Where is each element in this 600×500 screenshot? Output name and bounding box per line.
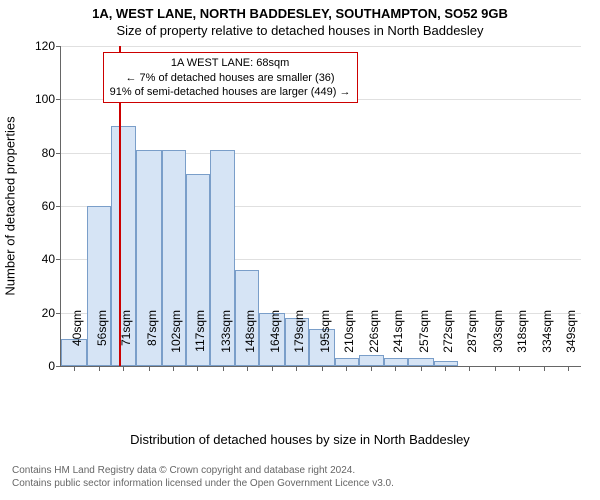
x-tick-label: 71sqm [119,310,133,370]
x-axis-label: Distribution of detached houses by size … [0,432,600,447]
y-tick-label: 80 [42,146,61,160]
y-axis-label: Number of detached properties [3,116,18,295]
x-tick-label: 117sqm [193,310,207,370]
y-tick-label: 120 [35,39,61,53]
x-tick-label: 179sqm [292,310,306,370]
title-sub: Size of property relative to detached ho… [0,21,600,38]
x-tick-label: 241sqm [391,310,405,370]
x-tick-label: 349sqm [564,310,578,370]
title-main: 1A, WEST LANE, NORTH BADDESLEY, SOUTHAMP… [0,0,600,21]
x-tick-label: 257sqm [417,310,431,370]
copyright-text: Contains HM Land Registry data © Crown c… [12,465,394,490]
x-tick-label: 318sqm [515,310,529,370]
x-tick-label: 87sqm [145,310,159,370]
x-tick-label: 164sqm [268,310,282,370]
x-tick-label: 287sqm [465,310,479,370]
x-tick-label: 272sqm [441,310,455,370]
x-tick-label: 102sqm [169,310,183,370]
x-tick-label: 210sqm [342,310,356,370]
x-tick-label: 40sqm [70,310,84,370]
y-tick-label: 100 [35,92,61,106]
y-tick-label: 20 [42,306,61,320]
chart-container: 1A, WEST LANE, NORTH BADDESLEY, SOUTHAMP… [0,0,600,500]
y-tick-label: 0 [48,359,61,373]
x-tick-label: 303sqm [491,310,505,370]
annotation-line: 1A WEST LANE: 68sqm [110,56,351,70]
x-tick-label: 148sqm [243,310,257,370]
y-tick-label: 60 [42,199,61,213]
x-tick-label: 133sqm [219,310,233,370]
y-tick-label: 40 [42,252,61,266]
annotation-line: ← 7% of detached houses are smaller (36) [110,71,351,85]
grid-line [61,46,581,47]
plot-area: 02040608010012040sqm56sqm71sqm87sqm102sq… [60,46,581,367]
x-tick-label: 195sqm [318,310,332,370]
x-tick-label: 226sqm [367,310,381,370]
x-tick-label: 334sqm [540,310,554,370]
copyright-line-2: Contains public sector information licen… [12,478,394,489]
annotation-line: 91% of semi-detached houses are larger (… [110,85,351,99]
x-tick-label: 56sqm [95,310,109,370]
copyright-line-1: Contains HM Land Registry data © Crown c… [12,465,355,476]
annotation-box: 1A WEST LANE: 68sqm← 7% of detached hous… [103,52,358,103]
